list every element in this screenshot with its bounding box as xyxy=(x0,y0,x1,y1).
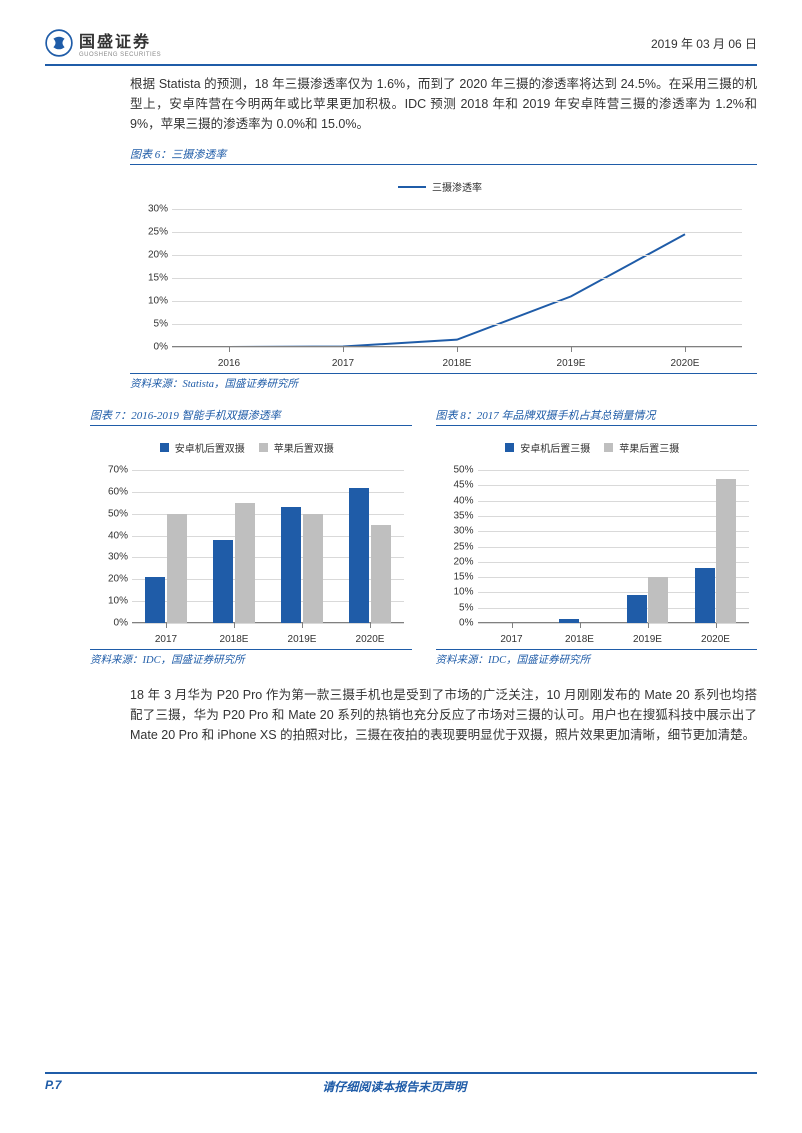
chart8-source: 资料来源：IDC，国盛证券研究所 xyxy=(436,652,758,667)
bar xyxy=(145,577,165,623)
chart6-frame: 三摄渗透率0%5%10%15%20%25%30%201620172018E201… xyxy=(130,164,757,374)
bar xyxy=(303,514,323,623)
report-date: 2019 年 03 月 06 日 xyxy=(651,35,757,52)
bar xyxy=(349,488,369,624)
bar xyxy=(281,507,301,623)
paragraph-1: 根据 Statista 的预测，18 年三摄渗透率仅为 1.6%，而到了 202… xyxy=(130,74,757,134)
chart6-title: 图表 6：三摄渗透率 xyxy=(130,146,757,162)
page-footer: P.7 请仔细阅读本报告末页声明 xyxy=(45,1072,757,1095)
bar xyxy=(695,568,715,623)
chart6: 三摄渗透率0%5%10%15%20%25%30%201620172018E201… xyxy=(130,173,750,373)
bar xyxy=(213,540,233,623)
chart7-frame: 安卓机后置双摄苹果后置双摄0%10%20%30%40%50%60%70%2017… xyxy=(90,425,412,650)
chart8: 安卓机后置三摄苹果后置三摄0%5%10%15%20%25%30%35%40%45… xyxy=(436,434,758,649)
bar xyxy=(716,479,736,623)
bar xyxy=(648,577,668,623)
paragraph-2: 18 年 3 月华为 P20 Pro 作为第一款三摄手机也是受到了市场的广泛关注… xyxy=(130,685,757,745)
logo-text-cn: 国盛证券 xyxy=(79,28,161,52)
bar xyxy=(371,525,391,623)
logo: 国盛证券 GUOSHENG SECURITIES xyxy=(45,28,161,58)
page-header: 国盛证券 GUOSHENG SECURITIES 2019 年 03 月 06 … xyxy=(45,0,757,66)
chart6-source: 资料来源：Statista，国盛证券研究所 xyxy=(130,376,757,391)
logo-icon xyxy=(45,29,73,57)
footer-note: 请仔细阅读本报告末页声明 xyxy=(322,1078,466,1095)
logo-text-en: GUOSHENG SECURITIES xyxy=(79,52,161,58)
chart7-source: 资料来源：IDC，国盛证券研究所 xyxy=(90,652,412,667)
bar xyxy=(559,619,579,623)
chart8-title: 图表 8：2017 年品牌双摄手机占其总销量情况 xyxy=(436,407,758,423)
bar xyxy=(627,595,647,623)
page-number: P.7 xyxy=(45,1078,61,1095)
chart7-title: 图表 7：2016-2019 智能手机双摄渗透率 xyxy=(90,407,412,423)
chart8-frame: 安卓机后置三摄苹果后置三摄0%5%10%15%20%25%30%35%40%45… xyxy=(436,425,758,650)
chart7: 安卓机后置双摄苹果后置双摄0%10%20%30%40%50%60%70%2017… xyxy=(90,434,412,649)
bar xyxy=(167,514,187,623)
bar xyxy=(235,503,255,623)
